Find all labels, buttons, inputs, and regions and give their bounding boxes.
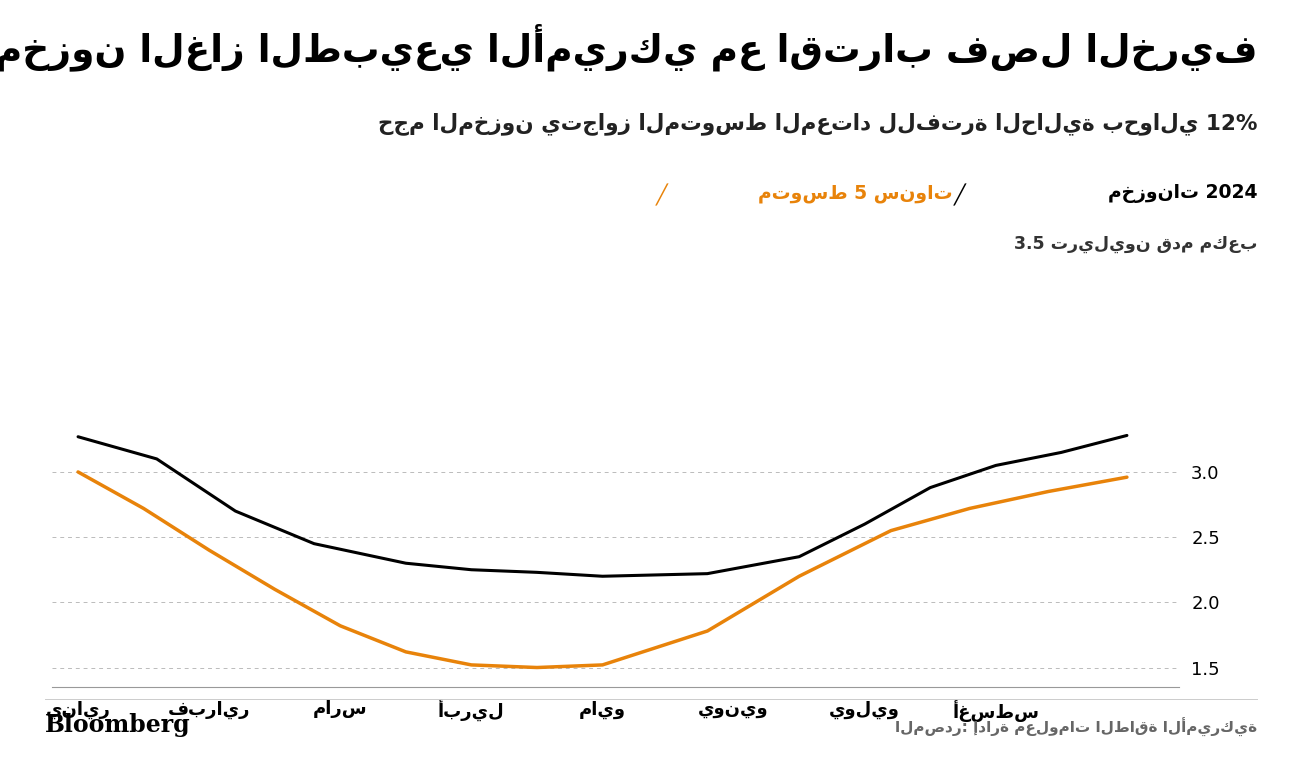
Text: تزايد مخزون الغاز الطبيعي الأميركي مع اقتراب فصل الخريف: تزايد مخزون الغاز الطبيعي الأميركي مع اق… <box>0 23 1257 71</box>
Text: 3.5 تريليون قدم مكعب: 3.5 تريليون قدم مكعب <box>1013 235 1257 253</box>
Text: ╱: ╱ <box>954 184 966 206</box>
Text: المصدر: إدارة معلومات الطاقة الأميركية: المصدر: إدارة معلومات الطاقة الأميركية <box>896 718 1257 737</box>
Text: ╱: ╱ <box>656 184 667 206</box>
Text: Bloomberg: Bloomberg <box>45 713 191 737</box>
Text: مخزونات 2024: مخزونات 2024 <box>1108 184 1257 203</box>
Text: متوسط 5 سنوات: متوسط 5 سنوات <box>758 184 953 203</box>
Text: حجم المخزون يتجاوز المتوسط المعتاد للفترة الحالية بحوالي 12%: حجم المخزون يتجاوز المتوسط المعتاد للفتر… <box>377 112 1257 134</box>
